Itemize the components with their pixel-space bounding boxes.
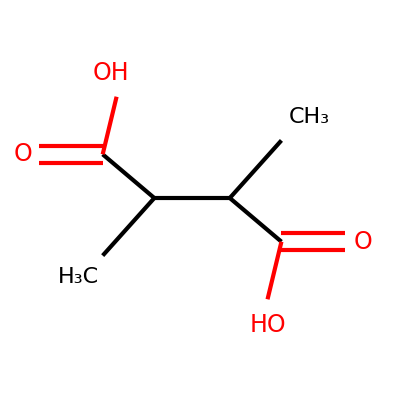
Text: O: O [14,142,33,166]
Text: CH₃: CH₃ [289,106,330,126]
Text: HO: HO [249,313,286,337]
Text: OH: OH [92,61,129,85]
Text: H₃C: H₃C [58,268,100,288]
Text: O: O [354,230,372,254]
